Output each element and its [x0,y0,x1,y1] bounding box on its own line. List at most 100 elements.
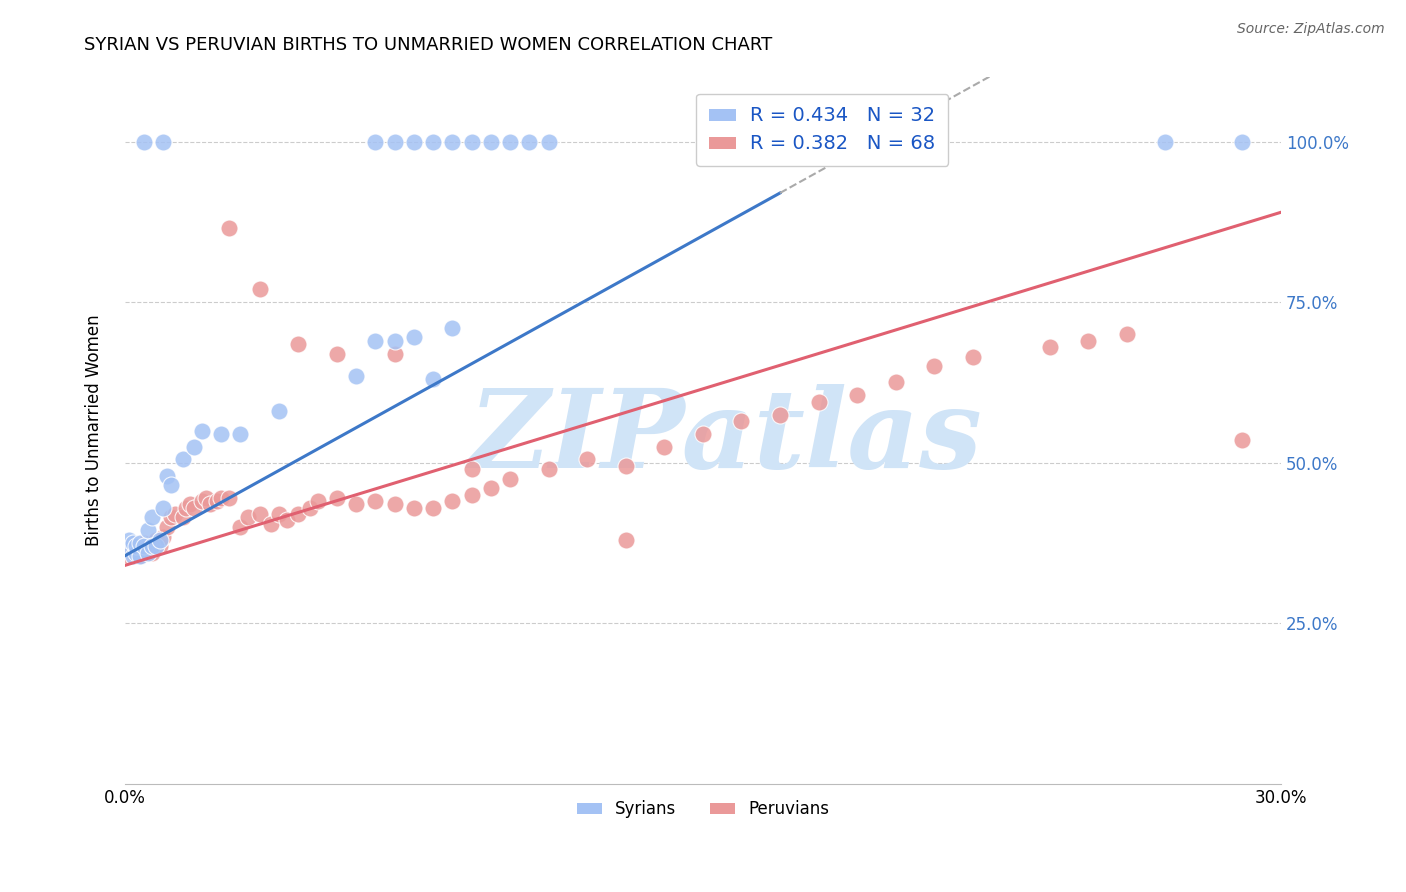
Point [191,424,214,438]
Point [218,491,240,505]
Point [121,536,143,550]
Point [118,549,141,563]
Point [422,500,444,515]
Point [121,549,143,563]
Point [441,135,464,149]
Point [384,334,406,348]
Point [198,498,221,512]
Point [537,462,560,476]
Point [129,536,152,550]
Point [125,539,148,553]
Point [364,135,387,149]
Point [207,494,229,508]
Point [962,350,984,364]
Point [152,135,174,149]
Legend: Syrians, Peruvians: Syrians, Peruvians [569,794,835,825]
Point [218,221,240,235]
Point [267,404,290,418]
Point [460,135,482,149]
Point [121,545,143,559]
Point [846,388,869,402]
Point [183,440,205,454]
Point [344,369,367,384]
Point [183,500,205,515]
Point [730,414,752,428]
Point [191,494,214,508]
Point [614,533,637,547]
Point [537,135,560,149]
Point [441,494,464,508]
Point [298,500,321,515]
Point [209,491,232,505]
Point [460,462,482,476]
Point [267,507,290,521]
Point [402,135,425,149]
Point [576,452,599,467]
Point [160,510,183,524]
Point [132,542,155,557]
Point [384,498,406,512]
Point [209,426,232,441]
Point [145,539,167,553]
Point [118,533,141,547]
Point [129,542,152,557]
Point [1154,135,1177,149]
Point [132,135,155,149]
Point [136,539,159,553]
Point [276,513,298,527]
Point [236,510,259,524]
Point [136,545,159,559]
Point [229,520,252,534]
Point [479,135,502,149]
Point [402,500,425,515]
Point [172,452,194,467]
Text: Source: ZipAtlas.com: Source: ZipAtlas.com [1237,22,1385,37]
Point [145,533,167,547]
Point [692,426,714,441]
Point [148,533,170,547]
Point [422,372,444,386]
Y-axis label: Births to Unmarried Women: Births to Unmarried Women [86,315,103,547]
Point [125,545,148,559]
Point [179,498,201,512]
Point [287,507,309,521]
Point [141,510,163,524]
Point [441,321,464,335]
Point [132,536,155,550]
Point [519,135,541,149]
Point [344,498,367,512]
Point [260,516,283,531]
Point [194,491,217,505]
Point [1077,334,1099,348]
Point [163,507,186,521]
Point [326,491,349,505]
Point [922,359,945,374]
Point [884,376,907,390]
Point [118,542,141,557]
Point [229,426,252,441]
Point [364,494,387,508]
Point [249,282,271,296]
Point [249,507,271,521]
Point [129,549,152,563]
Text: SYRIAN VS PERUVIAN BIRTHS TO UNMARRIED WOMEN CORRELATION CHART: SYRIAN VS PERUVIAN BIRTHS TO UNMARRIED W… [84,36,773,54]
Point [152,500,174,515]
Point [148,539,170,553]
Point [160,478,183,492]
Point [156,468,179,483]
Point [172,510,194,524]
Point [152,529,174,543]
Point [125,536,148,550]
Point [1039,340,1062,354]
Point [769,408,792,422]
Point [807,394,830,409]
Point [460,488,482,502]
Point [384,135,406,149]
Point [499,472,522,486]
Point [176,500,198,515]
Point [1232,135,1254,149]
Point [364,334,387,348]
Point [1115,327,1137,342]
Text: ZIPatlas: ZIPatlas [470,384,983,491]
Point [654,440,676,454]
